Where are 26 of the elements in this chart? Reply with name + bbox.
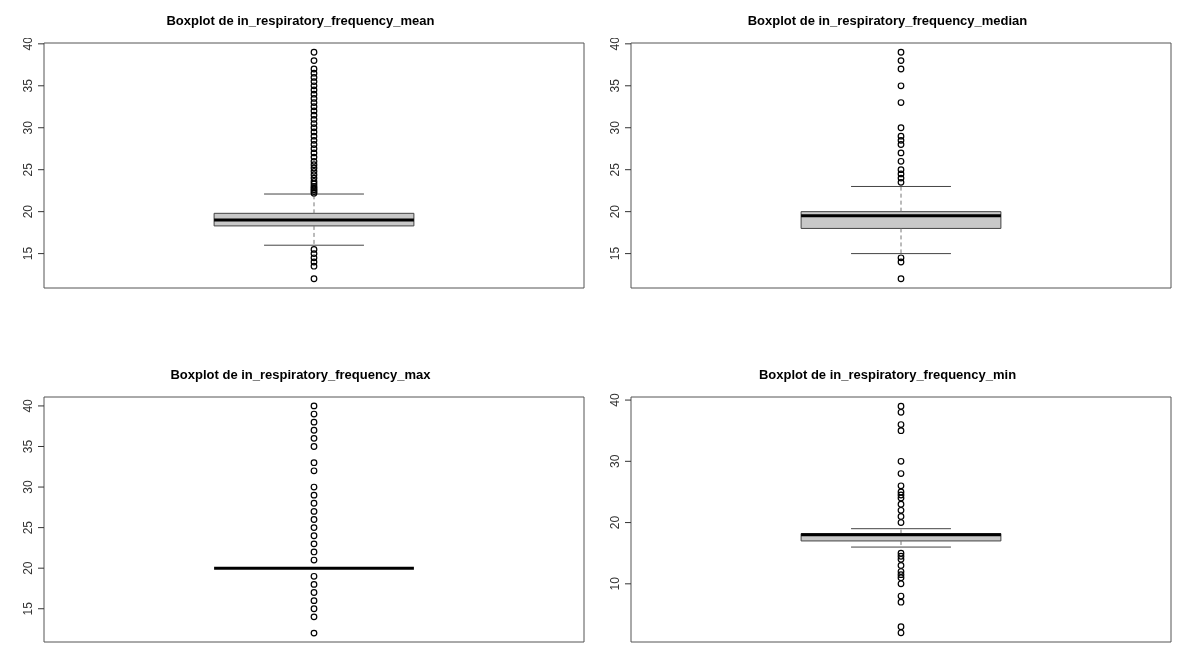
y-tick-label: 40 (608, 393, 622, 407)
chart-title: Boxplot de in_respiratory_frequency_median (746, 12, 1029, 30)
y-tick-label: 15 (21, 246, 35, 261)
y-tick-label: 30 (608, 454, 622, 468)
chart-title: Boxplot de in_respiratory_frequency_max (169, 366, 432, 384)
chart-title: Boxplot de in_respiratory_frequency_min (757, 366, 1018, 384)
y-tick-label: 25 (608, 162, 622, 177)
y-tick-label: 20 (21, 204, 35, 219)
y-tick-label: 30 (608, 120, 622, 135)
y-tick-label: 35 (21, 78, 35, 93)
y-tick-label: 40 (608, 36, 622, 51)
y-tick-label: 10 (608, 576, 622, 591)
y-tick-label: 30 (21, 120, 35, 135)
y-tick-label: 15 (608, 246, 622, 261)
y-tick-label: 20 (608, 204, 622, 219)
y-tick-label: 20 (608, 515, 622, 530)
y-tick-label: 15 (21, 601, 35, 616)
y-tick-label: 35 (608, 78, 622, 93)
y-tick-label: 30 (21, 480, 35, 494)
y-tick-label: 25 (21, 520, 35, 535)
chart-title: Boxplot de in_respiratory_frequency_mean (165, 12, 436, 30)
y-tick-label: 20 (21, 561, 35, 575)
y-tick-label: 40 (21, 36, 35, 51)
y-tick-label: 25 (21, 162, 35, 177)
y-tick-label: 40 (21, 398, 35, 413)
y-tick-label: 35 (21, 439, 35, 454)
